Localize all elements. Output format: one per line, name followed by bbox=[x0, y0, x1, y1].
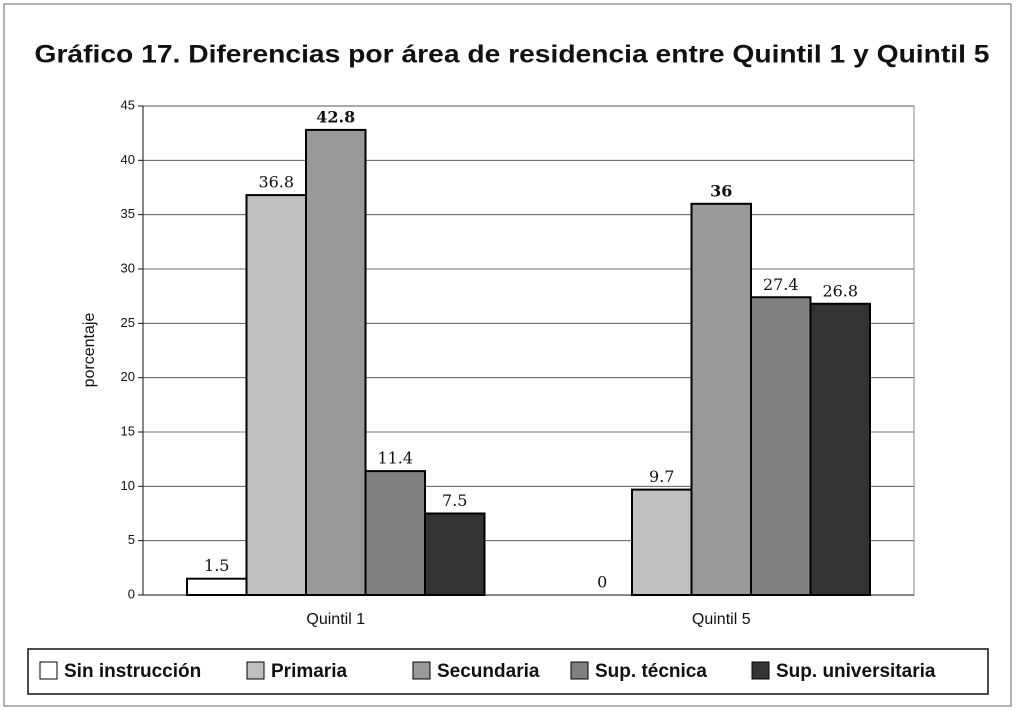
value-label: 9.7 bbox=[649, 467, 674, 486]
bar bbox=[424, 512, 486, 596]
value-label: 27.4 bbox=[763, 275, 799, 294]
legend-swatch bbox=[39, 661, 58, 680]
y-tick-label: 35 bbox=[121, 206, 135, 221]
bar bbox=[809, 302, 871, 596]
legend-label: Primaria bbox=[271, 661, 347, 682]
value-label: 1.5 bbox=[204, 556, 229, 575]
bar bbox=[750, 296, 812, 596]
bar bbox=[364, 470, 426, 596]
chart-title: Gráfico 17. Diferencias por área de resi… bbox=[35, 41, 990, 69]
value-label: 26.8 bbox=[822, 281, 858, 300]
legend-swatch bbox=[570, 661, 589, 680]
value-label: 11.4 bbox=[377, 449, 413, 468]
y-tick-label: 10 bbox=[121, 478, 135, 493]
value-label: 36.8 bbox=[258, 173, 294, 192]
value-label: 0 bbox=[597, 573, 607, 592]
legend-label: Sup. técnica bbox=[595, 661, 707, 682]
y-tick-label: 0 bbox=[128, 586, 135, 601]
bar bbox=[245, 194, 307, 597]
bar bbox=[305, 128, 367, 596]
bar bbox=[631, 488, 693, 596]
value-label: 36 bbox=[710, 181, 732, 200]
y-axis-label: porcentaje bbox=[81, 313, 98, 388]
legend-label: Secundaria bbox=[437, 661, 540, 682]
y-tick-label: 30 bbox=[121, 260, 135, 275]
legend-label: Sup. universitaria bbox=[776, 661, 936, 682]
value-label: 7.5 bbox=[442, 491, 467, 510]
legend-label: Sin instrucción bbox=[64, 661, 201, 682]
y-tick-label: 45 bbox=[121, 97, 135, 112]
x-tick-label: Quintil 1 bbox=[306, 611, 365, 628]
legend-swatch bbox=[246, 661, 265, 680]
bar bbox=[690, 202, 752, 597]
bar bbox=[186, 577, 248, 597]
y-tick-label: 15 bbox=[121, 423, 135, 438]
legend-swatch bbox=[412, 661, 431, 680]
legend-box bbox=[27, 648, 989, 695]
x-tick-label: Quintil 5 bbox=[692, 611, 751, 628]
y-tick-label: 5 bbox=[128, 532, 135, 547]
y-tick-label: 40 bbox=[121, 152, 135, 167]
legend-swatch bbox=[751, 661, 770, 680]
value-label: 42.8 bbox=[316, 107, 355, 126]
y-tick-label: 25 bbox=[121, 315, 135, 330]
y-tick-label: 20 bbox=[121, 369, 135, 384]
